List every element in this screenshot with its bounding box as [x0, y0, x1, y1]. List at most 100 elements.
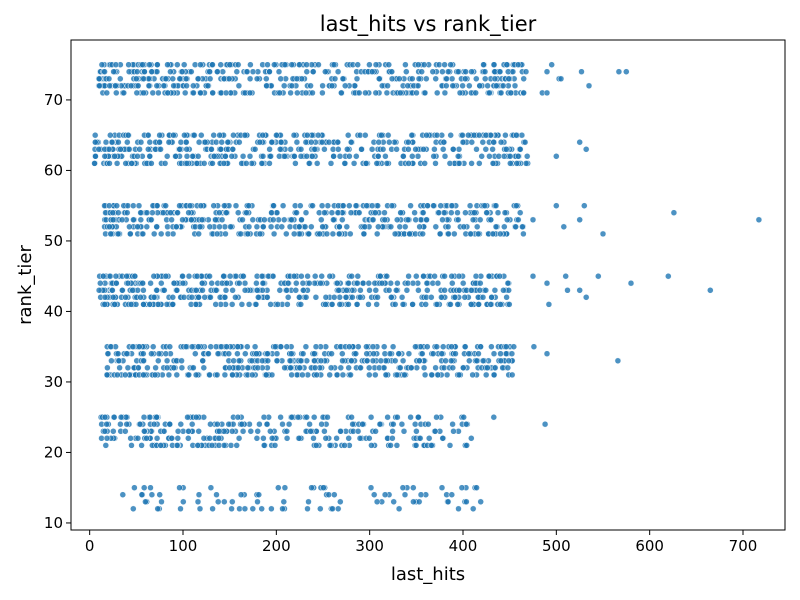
data-point [249, 505, 257, 513]
data-point [502, 350, 510, 357]
data-point [293, 279, 300, 287]
data-point [488, 343, 495, 350]
data-point [143, 435, 150, 442]
data-point [496, 68, 504, 75]
data-point [136, 146, 143, 153]
data-point [345, 364, 352, 372]
data-point [381, 491, 389, 498]
data-point [500, 287, 507, 294]
data-point [471, 209, 478, 216]
data-point [195, 138, 203, 146]
data-point [391, 357, 399, 365]
data-point [321, 146, 328, 153]
data-point [449, 82, 456, 90]
data-point [147, 484, 154, 491]
data-point [336, 301, 344, 308]
data-point [245, 202, 253, 209]
data-point [141, 68, 148, 75]
data-point [376, 420, 384, 428]
data-point [529, 272, 537, 280]
data-point [210, 153, 218, 160]
data-point [153, 82, 161, 90]
data-point [487, 216, 495, 224]
data-point [492, 223, 500, 231]
data-point [432, 364, 439, 372]
data-point [507, 89, 515, 97]
data-point [385, 61, 393, 68]
data-point [429, 68, 437, 75]
data-point [360, 230, 368, 238]
data-point [123, 350, 130, 357]
data-point [185, 272, 193, 280]
data-point [435, 209, 443, 216]
data-point [122, 371, 129, 379]
data-point [372, 209, 379, 216]
data-point [562, 272, 569, 280]
data-point [208, 279, 215, 287]
data-point [302, 138, 310, 146]
data-point [368, 442, 375, 449]
data-point [158, 279, 165, 287]
data-point [236, 279, 243, 287]
data-point [344, 131, 352, 139]
data-point [268, 209, 275, 216]
data-point [415, 75, 423, 83]
data-point [119, 287, 126, 294]
data-point [209, 505, 216, 513]
data-point [133, 75, 140, 83]
data-point [492, 202, 500, 209]
data-point [166, 343, 174, 350]
data-point [501, 223, 508, 231]
data-point [395, 505, 403, 513]
data-point [117, 75, 124, 83]
data-point [169, 75, 177, 83]
data-point [109, 216, 117, 224]
data-point [382, 371, 390, 379]
data-point [260, 435, 267, 442]
data-point [432, 223, 440, 231]
data-point [397, 89, 404, 97]
data-point [422, 301, 429, 308]
data-point [305, 498, 312, 506]
data-point [362, 89, 369, 97]
data-point [504, 364, 512, 372]
data-point [220, 442, 228, 449]
data-point [400, 153, 407, 160]
data-point [222, 89, 230, 97]
data-point [107, 230, 115, 238]
data-point [146, 61, 153, 68]
data-point [143, 223, 151, 231]
data-point [223, 343, 230, 350]
data-point [344, 146, 351, 153]
data-point [468, 68, 475, 75]
data-point [297, 146, 305, 153]
data-point [273, 350, 281, 357]
data-point [91, 160, 98, 167]
data-point [298, 272, 305, 280]
data-point [433, 301, 441, 308]
data-point [111, 153, 118, 160]
data-point [627, 279, 635, 287]
data-point [623, 68, 630, 75]
data-point [504, 279, 512, 287]
data-point [505, 357, 513, 365]
data-point [443, 75, 450, 83]
data-point [326, 371, 333, 379]
data-point [148, 68, 156, 75]
data-point [178, 68, 186, 75]
data-point [186, 202, 194, 209]
data-point [576, 138, 583, 146]
data-point [107, 131, 114, 139]
data-point [391, 230, 399, 238]
data-point [469, 216, 477, 224]
data-point [284, 294, 292, 301]
data-point [268, 505, 275, 513]
data-point [441, 272, 448, 280]
data-point [140, 484, 148, 491]
data-point [462, 420, 470, 428]
data-point [366, 287, 373, 294]
data-point [294, 413, 302, 421]
data-point [263, 294, 271, 301]
data-point [337, 428, 344, 435]
data-point [415, 61, 422, 68]
